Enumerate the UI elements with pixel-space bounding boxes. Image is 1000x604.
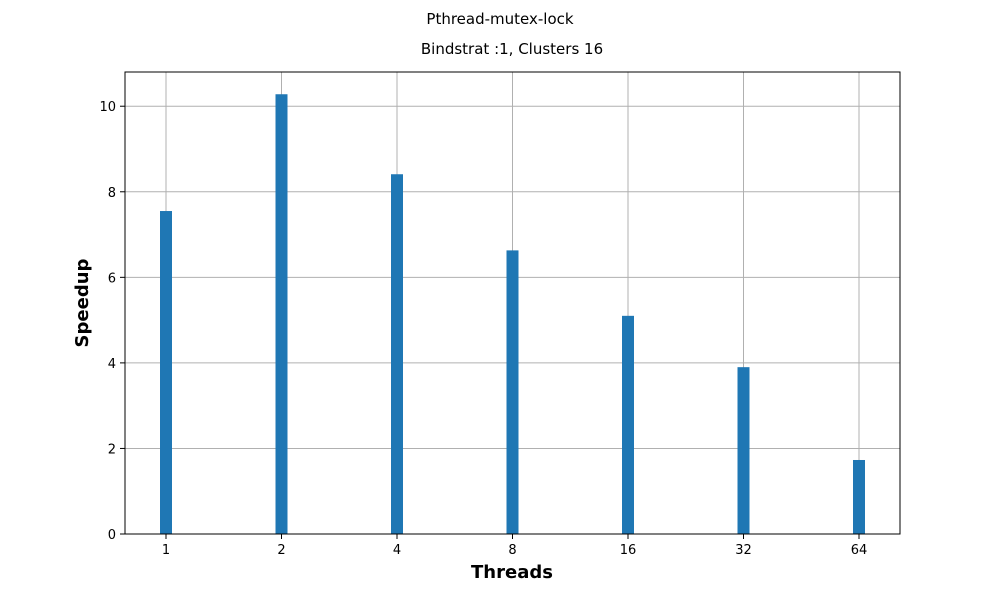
x-tick-label: 8: [508, 543, 516, 558]
chart-suptitle: Pthread-mutex-lock: [426, 10, 573, 28]
axis-ticks: 1 2 4 8 16 32 64 0 2 4 6 8 10: [99, 100, 867, 558]
x-tick-label: 2: [277, 543, 285, 558]
x-tick-label: 4: [393, 543, 401, 558]
x-axis-label: Threads: [471, 562, 553, 583]
y-tick-label: 10: [99, 100, 116, 115]
bar-16: [622, 315, 634, 534]
bar-4: [391, 174, 403, 534]
bar-8: [506, 250, 519, 534]
bar-1: [160, 211, 172, 534]
x-tick-label: 64: [851, 543, 868, 558]
bar-2: [275, 94, 288, 534]
bars: [160, 94, 865, 534]
bar-64: [853, 459, 865, 534]
x-tick-label: 16: [620, 543, 637, 558]
y-tick-label: 0: [108, 528, 116, 543]
y-axis-label: Speedup: [72, 258, 93, 347]
y-tick-label: 4: [108, 357, 116, 372]
y-tick-label: 8: [108, 186, 116, 201]
x-tick-label: 32: [735, 543, 752, 558]
bar-32: [737, 367, 750, 534]
chart-title: Bindstrat :1, Clusters 16: [421, 40, 603, 58]
y-tick-label: 2: [108, 442, 116, 457]
y-tick-label: 6: [108, 271, 116, 286]
x-tick-label: 1: [162, 543, 170, 558]
